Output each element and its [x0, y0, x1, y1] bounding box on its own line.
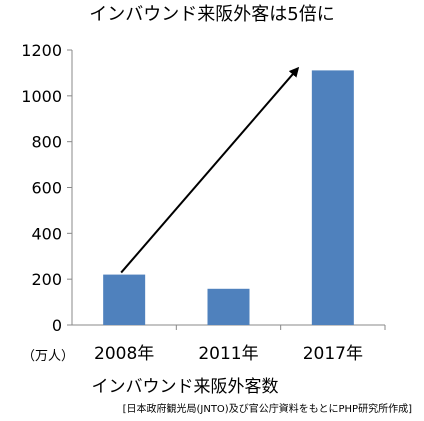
y-axis-ticks: 0 200 400 600 800 1000 1200 — [21, 41, 72, 335]
y-tick-label: 600 — [31, 179, 62, 198]
y-tick-label: 0 — [52, 316, 62, 335]
bar-2 — [207, 288, 250, 325]
x-category-label: 2017年 — [303, 344, 363, 364]
bars — [103, 70, 354, 325]
growth-arrow — [120, 66, 300, 274]
y-tick-label: 400 — [31, 224, 62, 243]
x-axis-categories: 2008年 2011年 2017年 — [94, 325, 386, 364]
source-note: [日本政府観光局(JNTO)及び官公庁資料をもとにPHP研究所作成] — [123, 402, 412, 415]
y-axis-unit-label: （万人） — [22, 349, 74, 364]
bar-1 — [103, 274, 146, 325]
x-category-label: 2008年 — [94, 344, 154, 364]
y-tick-label: 1000 — [21, 87, 62, 106]
bar-3 — [311, 70, 354, 325]
y-tick-label: 200 — [31, 270, 62, 289]
y-tick-label: 1200 — [21, 41, 62, 60]
x-axis-label: インバウンド来阪外客数 — [92, 377, 279, 397]
x-category-label: 2011年 — [198, 344, 258, 364]
chart-title: インバウンド来阪外客は5倍に — [89, 4, 334, 25]
y-tick-label: 800 — [31, 133, 62, 152]
